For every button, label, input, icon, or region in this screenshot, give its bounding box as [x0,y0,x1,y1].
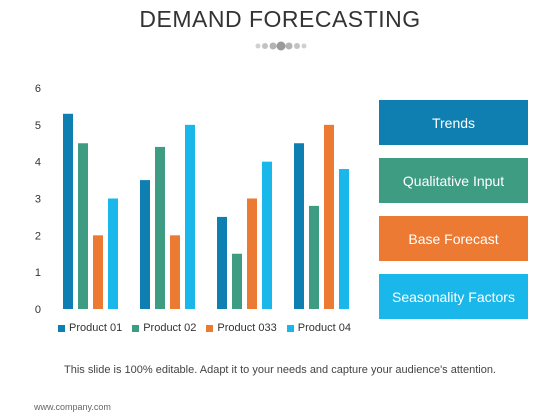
slide-title: DEMAND FORECASTING [139,6,421,32]
side-box-trends: Trends [379,100,528,145]
bar-product-02-1 [78,143,88,309]
caption-text: This slide is 100% editable. Adapt it to… [64,364,496,376]
bar-product-033-3 [247,198,257,309]
footer-url: www.company.com [34,402,111,412]
legend-label: Product 033 [217,322,277,334]
bar-product-04-4 [339,169,349,309]
legend-swatch [132,324,140,332]
legend-swatch [58,324,65,332]
legend-item: Product 01 [58,322,122,334]
bar-product-01-4 [294,143,304,309]
dot [255,43,261,49]
legend-label: Product 04 [297,322,351,334]
y-tick-label: 0 [35,304,41,316]
bar-product-04-3 [262,161,272,309]
dot [301,43,307,49]
legend-item: Product 02 [132,322,196,334]
legend-label: Product 02 [143,322,197,334]
bar-product-02-2 [155,146,165,309]
chart-legend: Product 01 Product 02 Product 033 Product 0… [58,320,351,336]
bar-product-02-4 [309,205,319,309]
legend-item: Product 04 [286,322,351,334]
side-box-seasonality-factors: Seasonality Factors [379,274,528,319]
bar-product-033-1 [93,235,103,309]
dot [276,41,286,51]
dot [294,43,300,49]
y-axis-ticks: 0 1 2 3 4 5 6 [35,83,41,316]
dot [285,42,293,50]
dot [262,43,268,49]
bar-product-01-3 [217,216,227,309]
y-tick-label: 1 [35,267,41,279]
y-tick-label: 4 [35,157,41,169]
y-tick-label: 6 [35,83,41,95]
bar-product-033-2 [170,235,180,309]
bar-product-02-3 [232,253,242,309]
legend-item: Product 033 [206,322,277,334]
side-panel: Trends Qualitative Input Base Forecast Seas… [379,100,528,332]
dot [269,42,277,50]
y-tick-label: 3 [35,194,41,206]
side-box-base-forecast: Base Forecast [379,216,528,261]
bar-product-04-2 [185,124,195,309]
bar-product-033-4 [324,124,334,309]
legend-swatch [206,324,214,332]
legend-swatch [286,324,294,332]
bars [63,113,349,310]
bar-product-04-1 [108,198,118,309]
legend-label: Product 01 [69,322,123,334]
bar-product-01-2 [140,180,150,309]
y-tick-label: 5 [35,120,41,132]
side-box-qualitative-input: Qualitative Input [379,158,528,203]
bar-product-01-1 [63,113,73,310]
decorative-dots [255,41,307,51]
y-tick-label: 2 [35,230,41,242]
